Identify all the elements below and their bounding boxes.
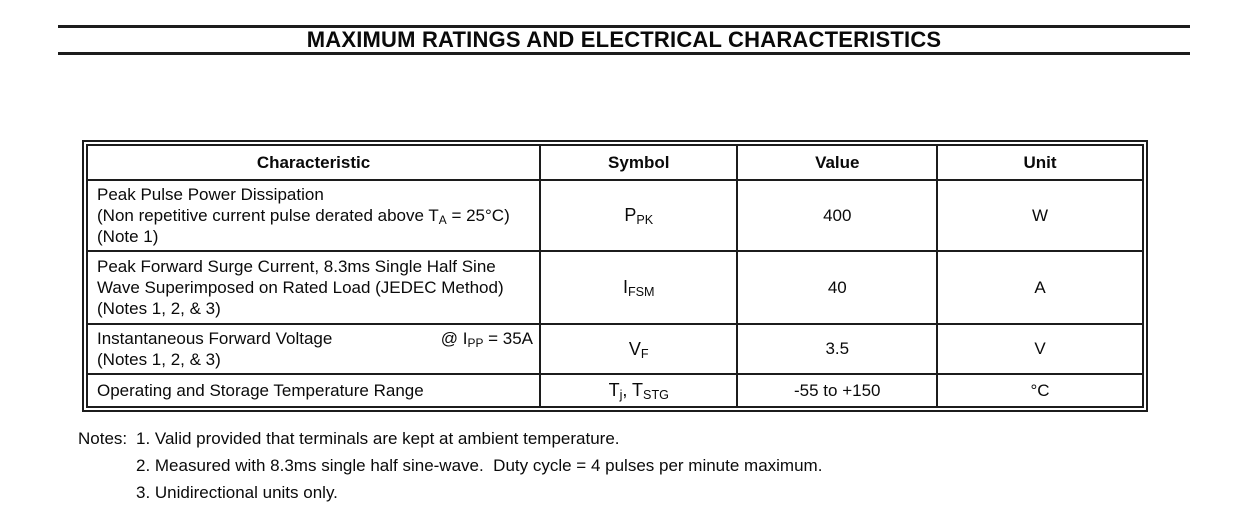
cell-unit: V: [936, 323, 1144, 375]
section-title-band: MAXIMUM RATINGS AND ELECTRICAL CHARACTER…: [58, 25, 1190, 55]
ratings-table: Characteristic Symbol Value Unit Peak Pu…: [85, 144, 1144, 408]
note-item: 3. Unidirectional units only.: [136, 483, 338, 502]
section-title: MAXIMUM RATINGS AND ELECTRICAL CHARACTER…: [306, 27, 942, 52]
table-row: Peak Forward Surge Current, 8.3ms Single…: [85, 250, 1144, 325]
notes-label: Notes:: [78, 429, 128, 448]
characteristic-line: Peak Pulse Power Dissipation: [97, 185, 324, 204]
cell-unit: °C: [936, 373, 1144, 408]
ratings-table-border: Characteristic Symbol Value Unit Peak Pu…: [82, 140, 1148, 412]
characteristic-line: Peak Forward Surge Current, 8.3ms Single…: [97, 257, 496, 276]
cell-characteristic: Peak Pulse Power Dissipation (Non repeti…: [85, 179, 542, 252]
table-row: Instantaneous Forward Voltage @ IPP = 35…: [85, 323, 1144, 375]
characteristic-text: Instantaneous Forward Voltage: [97, 329, 333, 348]
test-condition: @ IPP = 35A: [440, 329, 534, 350]
note-item: 2. Measured with 8.3ms single half sine-…: [136, 456, 823, 475]
header-value: Value: [736, 144, 939, 181]
table-row: Peak Pulse Power Dissipation (Non repeti…: [85, 179, 1144, 252]
cell-value: 400: [736, 179, 939, 252]
cell-unit: W: [936, 179, 1144, 252]
cell-characteristic: Instantaneous Forward Voltage @ IPP = 35…: [85, 323, 542, 375]
notes-section: Notes: 1. Valid provided that terminals …: [78, 428, 822, 509]
cell-symbol: IFSM: [539, 250, 739, 325]
characteristic-line: (Notes 1, 2, & 3): [97, 299, 221, 318]
characteristic-line: (Note 1): [97, 227, 159, 246]
characteristic-line: Operating and Storage Temperature Range: [97, 381, 424, 400]
header-unit: Unit: [936, 144, 1144, 181]
characteristic-line: (Notes 1, 2, & 3): [97, 350, 221, 369]
table-row: Operating and Storage Temperature Range …: [85, 373, 1144, 408]
table-header-row: Characteristic Symbol Value Unit: [85, 144, 1144, 181]
note-item: 1. Valid provided that terminals are kep…: [136, 429, 620, 448]
cell-symbol: VF: [539, 323, 739, 375]
cell-value: 40: [736, 250, 939, 325]
cell-characteristic: Peak Forward Surge Current, 8.3ms Single…: [85, 250, 542, 325]
cell-symbol: PPK: [539, 179, 739, 252]
cell-value: 3.5: [736, 323, 939, 375]
cell-symbol: Tj, TSTG: [539, 373, 739, 408]
characteristic-line: Wave Superimposed on Rated Load (JEDEC M…: [97, 278, 504, 297]
notes-list: 1. Valid provided that terminals are kep…: [136, 428, 822, 509]
cell-value: -55 to +150: [736, 373, 939, 408]
header-symbol: Symbol: [539, 144, 739, 181]
cell-characteristic: Operating and Storage Temperature Range: [85, 373, 542, 408]
header-characteristic: Characteristic: [85, 144, 542, 181]
cell-unit: A: [936, 250, 1144, 325]
characteristic-line: (Non repetitive current pulse derated ab…: [97, 206, 510, 227]
characteristic-line: Instantaneous Forward Voltage @ IPP = 35…: [97, 328, 533, 349]
